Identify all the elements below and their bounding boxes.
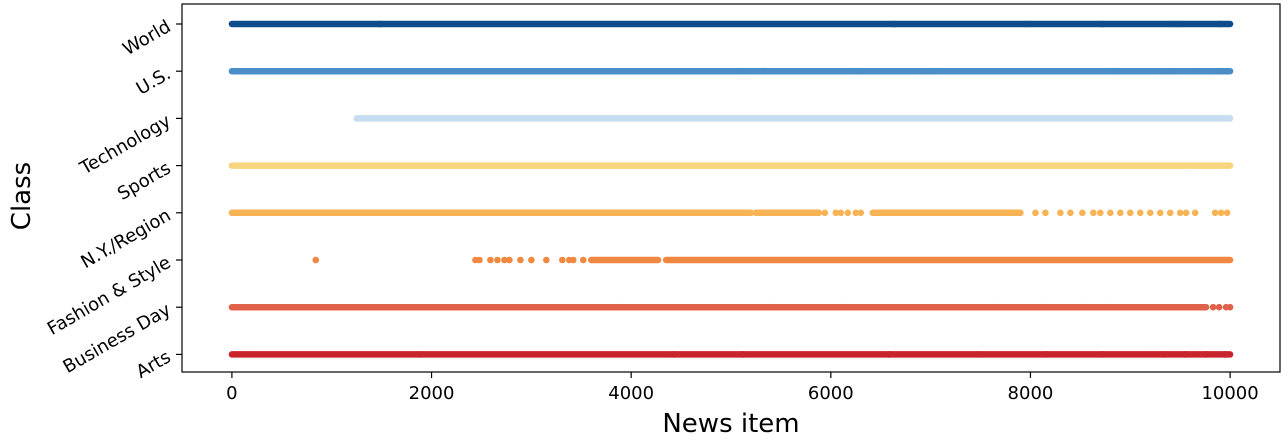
x-tick-label: 10000 <box>1201 383 1258 404</box>
data-point <box>1042 209 1049 217</box>
series-fashion-style <box>312 256 1234 264</box>
data-point <box>1043 351 1050 358</box>
series-n-y-region <box>228 209 1231 217</box>
data-point <box>1032 209 1039 217</box>
data-point <box>670 351 678 358</box>
data-point <box>494 256 501 264</box>
data-point <box>517 256 524 264</box>
y-axis-label: Class <box>7 162 37 230</box>
data-point <box>1083 303 1090 311</box>
data-point <box>1182 209 1190 217</box>
data-point <box>832 209 840 217</box>
data-point <box>376 20 383 28</box>
data-point <box>1156 209 1164 217</box>
data-point <box>1191 209 1199 217</box>
chart-marks <box>228 20 1234 358</box>
data-point <box>989 303 996 311</box>
data-point <box>837 209 845 217</box>
data-point <box>821 209 829 217</box>
data-point <box>312 256 320 264</box>
data-point <box>1174 303 1182 311</box>
data-point <box>506 256 513 264</box>
data-point <box>891 20 899 28</box>
x-axis: 0 2000 4000 6000 8000 10000 <box>226 372 1259 404</box>
data-point <box>619 303 627 311</box>
x-tick-label: 2000 <box>409 383 455 404</box>
data-point <box>1221 351 1229 358</box>
series-arts <box>228 351 1234 358</box>
data-point <box>1202 351 1210 358</box>
data-point <box>1188 67 1196 75</box>
data-point <box>476 256 483 264</box>
x-tick-label: 8000 <box>1008 383 1054 404</box>
data-point <box>1090 209 1097 217</box>
data-point <box>579 256 587 264</box>
data-point <box>1211 209 1219 217</box>
data-point <box>1181 351 1189 358</box>
data-point <box>855 67 863 75</box>
series-u-s- <box>228 67 1234 75</box>
data-point <box>857 209 865 217</box>
data-point <box>1223 209 1231 217</box>
x-tick-label: 0 <box>226 383 237 404</box>
series-world <box>228 20 1234 28</box>
data-point <box>1209 303 1217 311</box>
data-point <box>1112 67 1120 75</box>
data-point <box>528 256 535 264</box>
data-point <box>840 303 848 311</box>
data-point <box>1079 209 1086 217</box>
data-point <box>975 351 982 358</box>
data-point <box>1107 303 1114 311</box>
data-point <box>543 256 550 264</box>
data-point <box>1126 209 1134 217</box>
data-point <box>487 256 494 264</box>
data-point <box>885 351 893 358</box>
data-point <box>501 256 508 264</box>
data-point <box>927 303 934 311</box>
data-point <box>1172 20 1180 28</box>
data-point <box>760 67 768 75</box>
data-point <box>559 256 566 264</box>
data-point <box>1216 20 1224 28</box>
data-point <box>1226 303 1234 311</box>
data-point <box>1166 209 1174 217</box>
data-point <box>1215 303 1223 311</box>
data-point <box>768 303 776 311</box>
data-point <box>1067 209 1074 217</box>
data-point <box>1097 209 1104 217</box>
data-point <box>1116 209 1124 217</box>
data-point <box>1107 209 1114 217</box>
data-point <box>1146 209 1154 217</box>
x-tick-label: 6000 <box>808 383 854 404</box>
x-tick-label: 4000 <box>608 383 654 404</box>
data-point <box>1160 351 1168 358</box>
data-point <box>927 67 934 75</box>
data-point <box>739 351 747 358</box>
data-point <box>1099 351 1106 358</box>
data-point <box>416 351 423 358</box>
data-point <box>1176 209 1184 217</box>
data-point <box>1057 209 1064 217</box>
data-point <box>1166 67 1174 75</box>
data-point <box>844 209 852 217</box>
plot-frame <box>181 3 1281 373</box>
data-point <box>1023 20 1030 28</box>
data-point <box>1217 209 1225 217</box>
series-business-day <box>228 303 1234 311</box>
data-point <box>1130 303 1138 311</box>
data-point <box>569 256 577 264</box>
data-point <box>739 67 747 75</box>
data-point <box>1136 209 1144 217</box>
data-point <box>1099 20 1106 28</box>
data-point <box>1214 67 1222 75</box>
data-point <box>852 209 860 217</box>
data-point <box>1041 303 1048 311</box>
x-axis-label: News item <box>662 409 799 439</box>
